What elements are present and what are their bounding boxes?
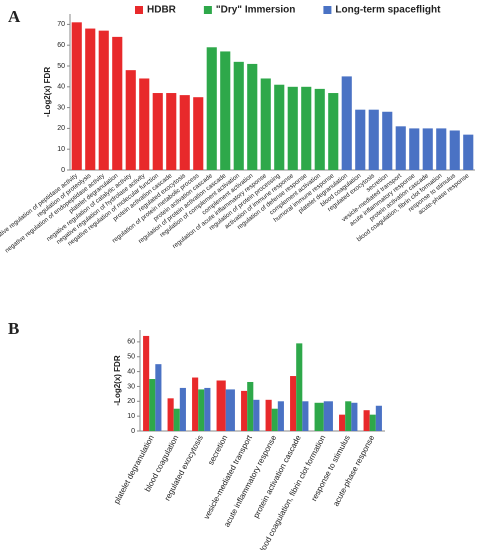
bar [173, 408, 180, 431]
bar [449, 130, 460, 170]
y-tick-label: 0 [131, 428, 135, 435]
bar [436, 128, 447, 170]
bar [155, 364, 162, 431]
bar [152, 93, 163, 170]
bar [369, 414, 376, 431]
panel-label: B [8, 319, 19, 338]
bar [233, 61, 244, 171]
y-tick-label: 30 [57, 104, 65, 111]
bar [112, 36, 123, 170]
panel-label: A [8, 7, 21, 26]
bar [247, 381, 254, 431]
bar [368, 109, 379, 170]
y-tick-label: 10 [127, 413, 135, 420]
y-tick-label: 60 [127, 339, 135, 346]
bar [277, 401, 284, 431]
bar [339, 414, 346, 431]
bar [204, 387, 211, 431]
bar [179, 387, 186, 431]
bar [345, 401, 352, 431]
legend-swatch [323, 6, 332, 14]
bar [193, 97, 204, 170]
y-tick-label: 40 [127, 368, 135, 375]
bar [125, 70, 136, 170]
bar [382, 111, 393, 170]
bar [314, 402, 324, 431]
bar [323, 401, 333, 431]
bar [355, 109, 366, 170]
x-tick-label: protein activation cascade [252, 433, 304, 519]
y-axis-label: -Log2(x) FDR [43, 67, 52, 117]
bar [296, 343, 303, 431]
bar [139, 78, 150, 170]
bar [409, 128, 420, 170]
bar [290, 376, 297, 431]
bar [422, 128, 433, 170]
legend-label: Long-term spaceflight [335, 5, 441, 16]
y-tick-label: 60 [57, 42, 65, 49]
x-tick-label: secretion [206, 434, 229, 467]
y-tick-label: 30 [127, 383, 135, 390]
bar [363, 410, 370, 431]
y-tick-label: 40 [57, 84, 65, 91]
bar [166, 93, 177, 170]
y-tick-label: 50 [57, 63, 65, 70]
y-tick-label: 70 [57, 21, 65, 28]
bar [328, 93, 339, 170]
bar [192, 377, 199, 431]
bar [206, 47, 217, 170]
bar [179, 95, 190, 170]
bar [265, 399, 272, 431]
bar [143, 335, 150, 431]
legend-swatch [203, 6, 212, 14]
y-tick-label: 10 [57, 146, 65, 153]
bar [85, 28, 96, 171]
y-tick-label: 20 [127, 398, 135, 405]
bar [71, 22, 82, 170]
y-tick-label: 20 [57, 125, 65, 132]
bar [225, 389, 235, 431]
bar [301, 86, 312, 170]
bar [260, 78, 271, 170]
y-axis-label: -Log2(x) FDR [113, 355, 122, 405]
bar [98, 30, 109, 170]
bar [274, 84, 285, 170]
y-tick-label: 50 [127, 354, 135, 361]
bar [351, 402, 358, 431]
bar [271, 408, 278, 431]
x-tick-label: platelet degranulation [112, 434, 156, 506]
legend-label: HDBR [147, 5, 177, 16]
bar [395, 126, 406, 170]
bar [302, 401, 309, 431]
bar [314, 88, 325, 170]
bar [247, 63, 258, 170]
bar [149, 379, 156, 431]
bar [287, 86, 298, 170]
bar [241, 390, 248, 431]
legend-swatch [135, 6, 143, 14]
bar [167, 398, 174, 431]
y-tick-label: 0 [61, 167, 65, 174]
bar [220, 51, 231, 170]
legend-label: "Dry" Immersion [216, 5, 296, 16]
bar [216, 380, 226, 431]
bar [198, 389, 205, 431]
bar [375, 405, 382, 431]
bar [463, 134, 474, 170]
bar [341, 76, 352, 170]
bar [253, 399, 260, 431]
